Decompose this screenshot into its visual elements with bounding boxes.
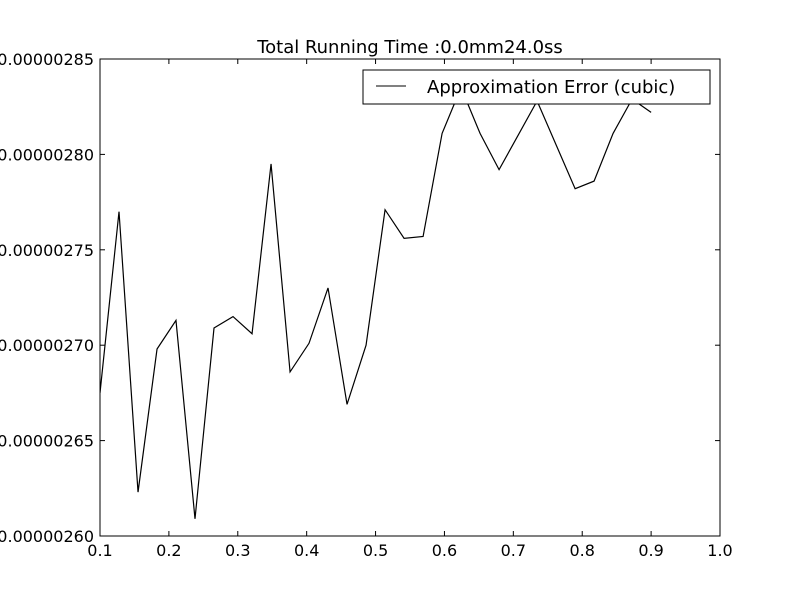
series-line-approximation-error xyxy=(100,86,652,519)
y-tick-label: 0.00000285 xyxy=(0,50,94,69)
y-tick-label: 0.00000260 xyxy=(0,527,94,546)
x-tick-label: 0.5 xyxy=(363,541,388,560)
legend-box xyxy=(362,69,711,105)
x-tick-label: 0.2 xyxy=(156,541,181,560)
x-tick-label: 1.0 xyxy=(707,541,732,560)
x-tick-label: 0.3 xyxy=(225,541,250,560)
y-tick-label: 0.00000270 xyxy=(0,336,94,355)
x-tick-label: 0.9 xyxy=(638,541,663,560)
x-tick-label: 0.4 xyxy=(294,541,319,560)
x-tick-label: 0.7 xyxy=(501,541,526,560)
x-tick-label: 0.1 xyxy=(87,541,112,560)
y-tick-label: 0.00000280 xyxy=(0,145,94,164)
y-tick-label: 0.00000265 xyxy=(0,432,94,451)
plot-area: 0.1 0.2 0.3 0.4 0.5 0.6 0.7 0.8 0.9 1.0 0.00000260… xyxy=(0,50,733,560)
legend: Approximation Error (cubic) xyxy=(362,69,711,105)
plot-frame xyxy=(99,58,721,537)
chart-title: Total Running Time :0.0mm24.0ss xyxy=(256,37,563,58)
y-tick-label: 0.00000275 xyxy=(0,241,94,260)
legend-entry-label: Approximation Error (cubic) xyxy=(427,77,675,98)
x-tick-label: 0.6 xyxy=(432,541,457,560)
x-tick-label: 0.8 xyxy=(569,541,594,560)
